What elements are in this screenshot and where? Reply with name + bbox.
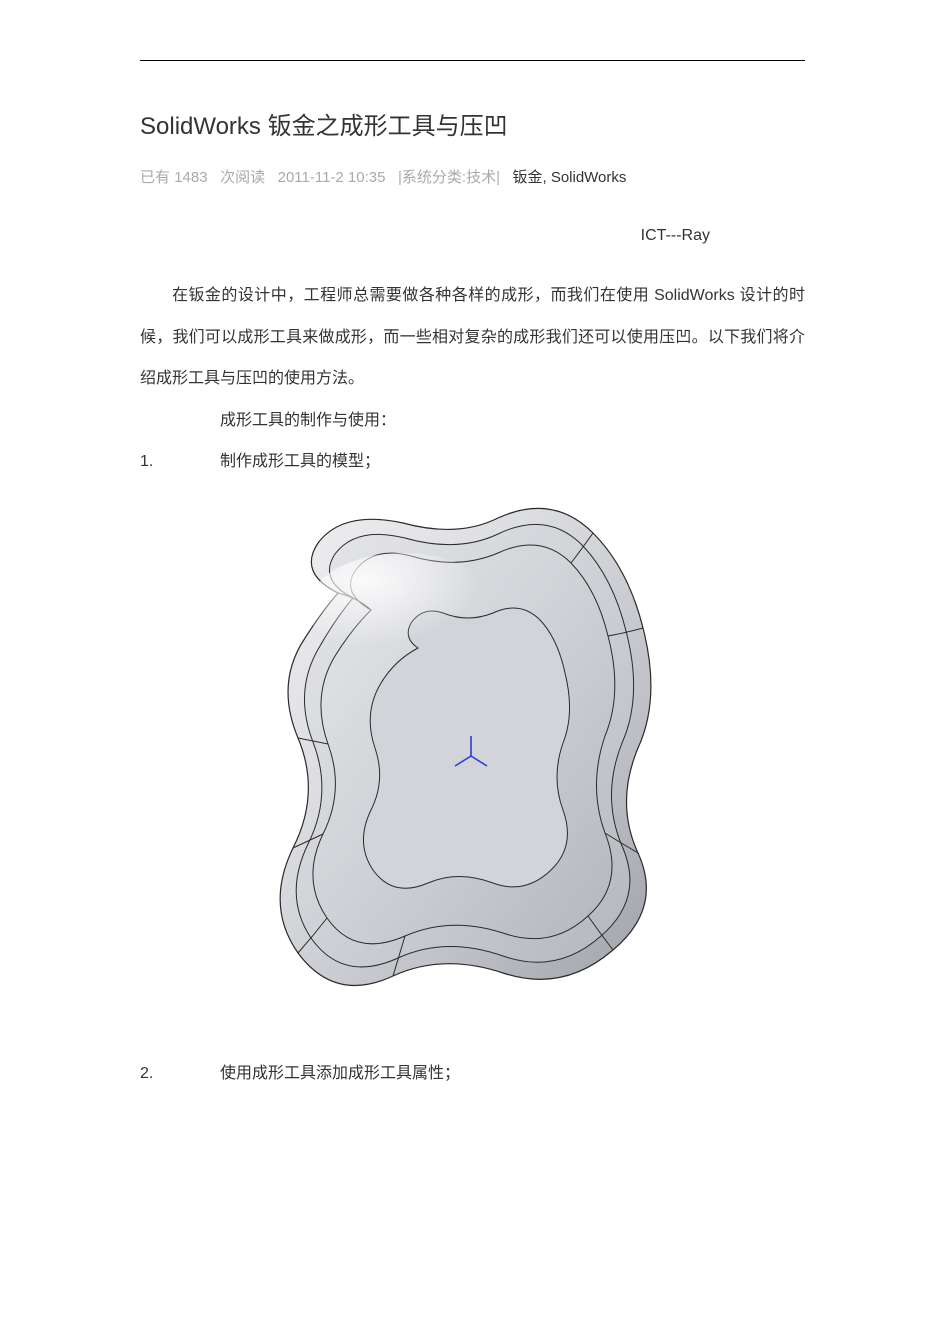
meta-category: |系统分类:技术| [398, 169, 500, 186]
figure-container [140, 483, 805, 1053]
step-text: 制作成形工具的模型； [170, 441, 380, 483]
article-title: SolidWorks 钣金之成形工具与压凹 [140, 106, 805, 141]
views-suffix: 次阅读 [220, 169, 265, 186]
paragraph-intro: 在钣金的设计中，工程师总需要做各种各样的成形，而我们在使用 SolidWorks… [140, 275, 805, 400]
step-number: 1. [140, 441, 170, 483]
highlight [308, 553, 498, 663]
views-count: 1483 [174, 169, 207, 186]
step-text: 使用成形工具添加成形工具属性； [170, 1053, 460, 1095]
article-meta: 已有 1483 次阅读 2011-11-2 10:35 |系统分类:技术| 钣金… [140, 166, 805, 187]
top-rule [140, 60, 805, 61]
meta-tags: 钣金, SolidWorks [512, 169, 626, 186]
author-line: ICT---Ray [140, 227, 805, 245]
step-number: 2. [140, 1053, 170, 1095]
document-page: SolidWorks 钣金之成形工具与压凹 已有 1483 次阅读 2011-1… [0, 60, 945, 1095]
forming-tool-3d-model [243, 498, 703, 1018]
step-2: 2. 使用成形工具添加成形工具属性； [140, 1053, 805, 1095]
section-heading: 成形工具的制作与使用： [140, 400, 805, 442]
views-prefix: 已有 [140, 169, 170, 186]
step-1: 1. 制作成形工具的模型； [140, 441, 805, 483]
meta-datetime: 2011-11-2 10:35 [278, 169, 386, 186]
